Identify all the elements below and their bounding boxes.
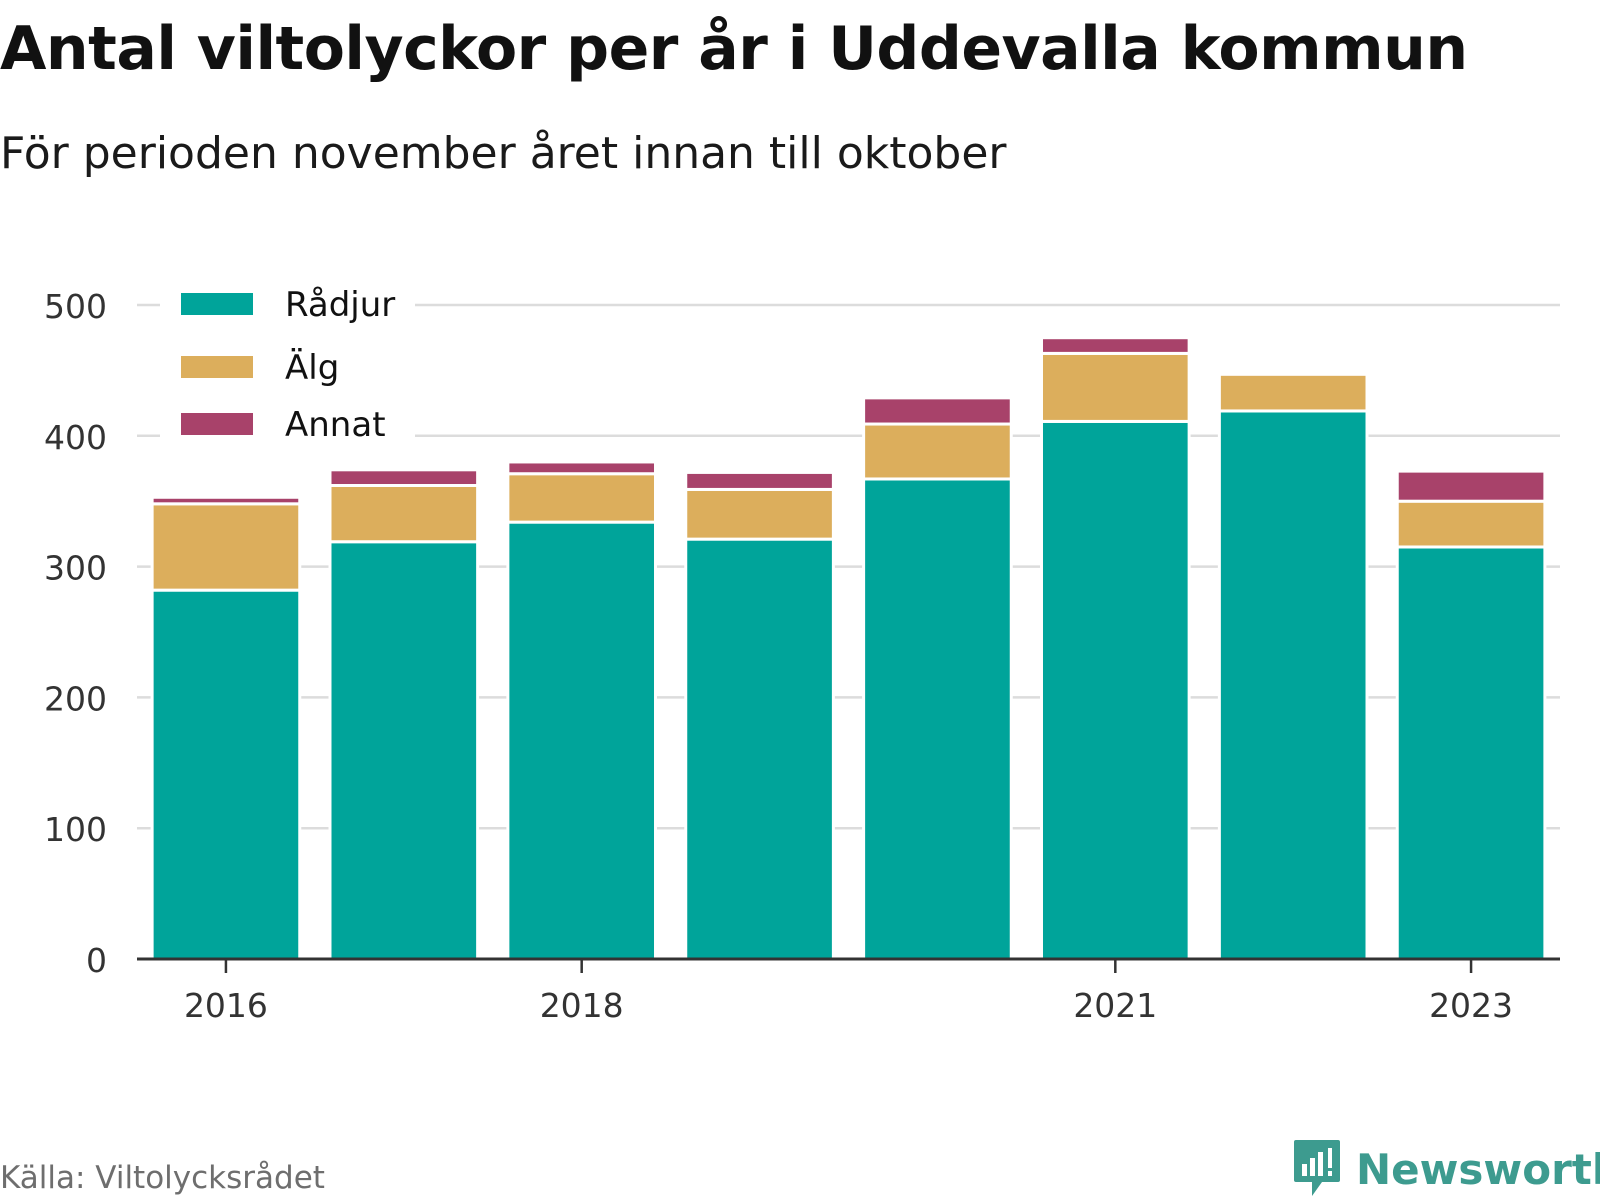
chart-subtitle: För perioden november året innan till ok… xyxy=(0,128,1007,179)
y-axis-ticks: 0 100 200 300 400 500 xyxy=(44,287,107,980)
bar-segment xyxy=(1395,545,1547,961)
legend-label: Rådjur xyxy=(285,285,395,325)
bar-segment xyxy=(506,520,658,961)
legend: Rådjur Älg Annat xyxy=(160,278,415,453)
x-tick-label: 2023 xyxy=(1429,986,1513,1025)
bar-segment xyxy=(862,396,1013,426)
bar-segment xyxy=(150,588,302,961)
y-tick-label: 200 xyxy=(44,679,107,718)
bar-segment xyxy=(1395,499,1547,549)
x-tick-label: 2021 xyxy=(1073,986,1157,1025)
bar-segment xyxy=(1039,336,1191,355)
bar-segment xyxy=(1217,372,1369,413)
bars xyxy=(150,336,1547,961)
bar-segment xyxy=(1039,351,1191,423)
bar-segment xyxy=(684,487,835,541)
y-tick-label: 400 xyxy=(44,418,107,457)
bar-segment xyxy=(150,502,302,592)
bar-segment xyxy=(506,460,658,476)
bar-segment xyxy=(328,540,480,961)
legend-swatch xyxy=(181,293,253,315)
bar-segment xyxy=(684,470,835,491)
y-tick-label: 500 xyxy=(44,287,107,326)
chart-title: Antal viltolyckor per år i Uddevalla kom… xyxy=(0,14,1468,84)
newsworthy-logo-icon xyxy=(1294,1140,1340,1196)
legend-swatch xyxy=(181,356,253,378)
brand: Newsworthy xyxy=(1292,1138,1600,1200)
source-note: Källa: Viltolycksrådet xyxy=(0,1160,325,1196)
bar-segment xyxy=(862,422,1013,481)
y-tick-label: 0 xyxy=(86,941,107,980)
bar-segment xyxy=(684,537,835,961)
x-tick-label: 2016 xyxy=(184,986,268,1025)
legend-label: Älg xyxy=(285,348,339,388)
x-axis: 2016 2018 2021 2023 xyxy=(137,957,1560,1025)
legend-swatch xyxy=(181,413,253,435)
brand-name: Newsworthy xyxy=(1356,1144,1600,1194)
bar-segment xyxy=(1217,409,1369,961)
bar-segment xyxy=(862,477,1013,961)
legend-label: Annat xyxy=(285,405,386,445)
x-tick-label: 2018 xyxy=(540,986,624,1025)
bar-segment xyxy=(1039,419,1191,961)
bar-segment xyxy=(506,472,658,524)
bar-segment xyxy=(328,468,480,488)
bar-segment xyxy=(328,484,480,544)
y-tick-label: 100 xyxy=(44,810,107,849)
y-tick-label: 300 xyxy=(44,549,107,588)
bar-segment xyxy=(1395,469,1547,503)
bar-segment xyxy=(150,495,302,506)
